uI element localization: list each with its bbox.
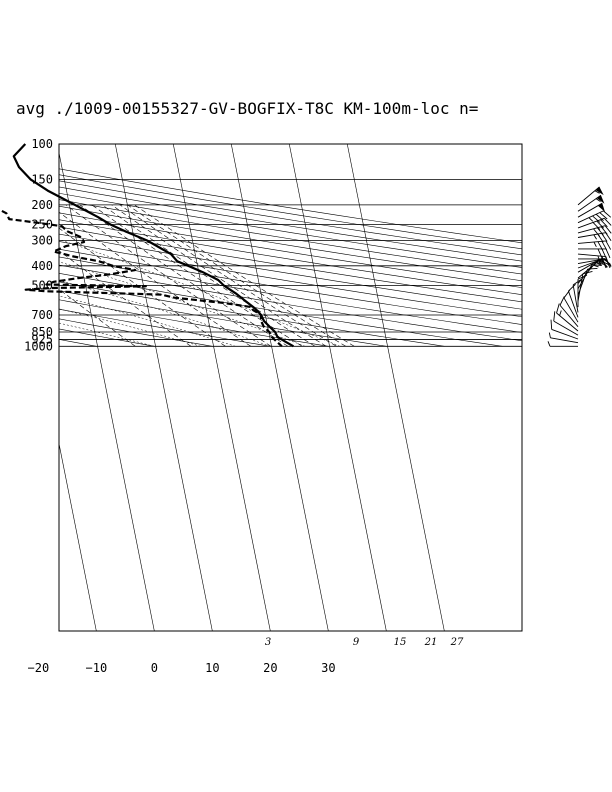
chart-title: avg ./1009-00155327-GV-BOGFIX-T8C KM-100… bbox=[16, 99, 479, 118]
pressure-label: 150 bbox=[31, 173, 53, 187]
wind-barb bbox=[577, 232, 612, 243]
mixing-ratio-line bbox=[119, 204, 337, 347]
temperature-profile bbox=[12, 143, 295, 348]
mixing-ratio-labels: 3 9 15 21 27 bbox=[265, 637, 464, 648]
isotherm bbox=[59, 151, 155, 631]
pressure-label: 925 bbox=[31, 332, 53, 346]
plot-frame bbox=[58, 143, 523, 632]
mixing-ratio-line bbox=[59, 288, 136, 347]
mixing-ratio-line bbox=[91, 204, 303, 347]
wind-barb-column bbox=[547, 186, 612, 347]
temperature-label: 10 bbox=[205, 661, 219, 675]
isotherm bbox=[346, 144, 445, 631]
dry-adiabat bbox=[59, 241, 522, 318]
wind-barb bbox=[559, 296, 579, 327]
dewpoint-profile bbox=[0, 208, 283, 348]
isotherm bbox=[230, 144, 329, 631]
mixing-ratio-line bbox=[59, 211, 252, 347]
temperature-label: −20 bbox=[28, 661, 50, 675]
pressure-label: 850 bbox=[31, 325, 53, 339]
wind-barb bbox=[563, 289, 579, 323]
wind-barb bbox=[577, 194, 605, 212]
mixing-ratio-line bbox=[111, 204, 327, 347]
mixing-ratio-label: 9 bbox=[353, 637, 360, 648]
wind-barb bbox=[577, 186, 604, 206]
temperature-label: 20 bbox=[263, 661, 277, 675]
wind-barb bbox=[577, 217, 612, 230]
mixing-ratio-line bbox=[134, 204, 355, 347]
pressure-label: 200 bbox=[31, 198, 53, 212]
wind-barb bbox=[556, 303, 579, 332]
dry-adiabat bbox=[59, 264, 522, 342]
wind-barb bbox=[548, 332, 579, 344]
pressure-label: 700 bbox=[31, 308, 53, 322]
dry-adiabat bbox=[59, 248, 522, 325]
temperature-label: 0 bbox=[151, 661, 158, 675]
mixing-ratio-line bbox=[59, 227, 226, 347]
dry-adiabat bbox=[59, 233, 522, 310]
pressure-label: 500 bbox=[31, 278, 53, 292]
pressure-label: 100 bbox=[31, 137, 53, 151]
pressure-label: 400 bbox=[31, 259, 53, 273]
mixing-ratio-line bbox=[127, 204, 346, 347]
wind-barb bbox=[553, 311, 579, 336]
wind-barb bbox=[547, 341, 578, 347]
wind-barb bbox=[572, 278, 582, 313]
pressure-label: 250 bbox=[31, 218, 53, 232]
temperature-label: −10 bbox=[86, 661, 108, 675]
pressure-label: 300 bbox=[31, 234, 53, 248]
isotherm bbox=[172, 144, 271, 631]
wind-barb bbox=[577, 257, 611, 273]
sounding-profiles bbox=[0, 143, 295, 348]
wind-barb bbox=[577, 202, 606, 218]
mixing-ratio-label: 21 bbox=[424, 637, 438, 648]
mixing-ratio-label: 27 bbox=[450, 637, 464, 648]
isotherm bbox=[59, 442, 97, 631]
isotherms bbox=[59, 144, 445, 631]
pressure-label: 1000 bbox=[24, 339, 53, 353]
temperature-label: 30 bbox=[321, 661, 335, 675]
wind-barb bbox=[550, 319, 579, 340]
wind-barb bbox=[568, 283, 579, 318]
isotherm bbox=[288, 144, 387, 631]
wind-barb bbox=[577, 274, 588, 308]
wind-barb bbox=[577, 240, 612, 251]
mixing-ratio-label: 15 bbox=[394, 637, 407, 648]
isobars bbox=[59, 143, 522, 347]
mixing-ratio-label: 3 bbox=[265, 637, 271, 648]
dry-adiabat bbox=[59, 226, 522, 303]
moist-adiabat bbox=[59, 280, 271, 347]
wind-barb bbox=[577, 271, 593, 302]
wind-barb bbox=[577, 210, 612, 224]
